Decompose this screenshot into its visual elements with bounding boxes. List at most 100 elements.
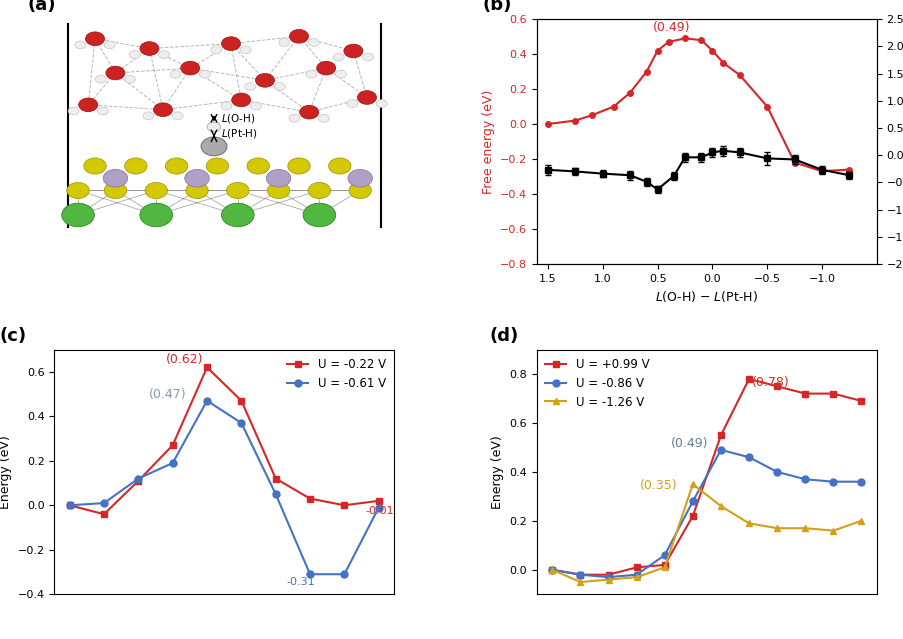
U = -1.26 V: [602, 576, 613, 583]
U = -0.22 V: [98, 511, 109, 518]
U = -0.86 V: [574, 571, 585, 578]
Circle shape: [125, 75, 135, 83]
U = +0.99 V: [546, 566, 557, 574]
Circle shape: [129, 50, 140, 59]
U = +0.99 V: [658, 561, 669, 569]
U = -0.61 V: [236, 419, 247, 427]
Circle shape: [328, 158, 350, 174]
Circle shape: [104, 182, 126, 199]
Circle shape: [289, 114, 300, 122]
Circle shape: [206, 158, 228, 174]
X-axis label: $L$(O-H) $-$ $L$(Pt-H): $L$(O-H) $-$ $L$(Pt-H): [655, 289, 758, 304]
U = -0.86 V: [602, 573, 613, 581]
Circle shape: [348, 169, 372, 187]
U = -0.86 V: [715, 446, 726, 454]
Circle shape: [335, 70, 346, 78]
Circle shape: [165, 158, 188, 174]
Circle shape: [154, 103, 172, 116]
Circle shape: [103, 169, 127, 187]
Circle shape: [221, 102, 232, 110]
Circle shape: [316, 61, 335, 75]
Circle shape: [287, 158, 310, 174]
Text: (c): (c): [0, 327, 27, 344]
Circle shape: [278, 38, 289, 47]
U = -0.61 V: [98, 499, 109, 507]
U = -0.86 V: [658, 551, 669, 559]
U = +0.99 V: [799, 390, 810, 397]
Text: (0.35): (0.35): [638, 479, 676, 492]
U = +0.99 V: [827, 390, 838, 397]
U = +0.99 V: [630, 564, 641, 571]
Circle shape: [159, 50, 170, 59]
U = -1.26 V: [799, 525, 810, 532]
U = -0.86 V: [630, 571, 641, 578]
Circle shape: [221, 37, 240, 50]
Circle shape: [266, 169, 291, 187]
U = -0.86 V: [546, 566, 557, 574]
U = +0.99 V: [715, 431, 726, 439]
U = +0.99 V: [855, 397, 866, 404]
U = -1.26 V: [686, 481, 697, 488]
U = -0.61 V: [339, 571, 349, 578]
Line: U = -1.26 V: U = -1.26 V: [548, 481, 864, 585]
U = +0.99 V: [743, 375, 754, 383]
U = -0.22 V: [236, 397, 247, 404]
U = -1.26 V: [855, 517, 866, 525]
U = -0.86 V: [799, 475, 810, 483]
Circle shape: [186, 182, 208, 199]
U = -0.61 V: [167, 459, 178, 467]
U = -0.86 V: [743, 454, 754, 461]
Line: U = -0.61 V: U = -0.61 V: [66, 397, 382, 578]
U = -0.61 V: [304, 571, 315, 578]
Circle shape: [250, 102, 261, 110]
Circle shape: [75, 41, 86, 49]
U = -0.61 V: [64, 502, 75, 509]
Circle shape: [299, 105, 319, 119]
Text: -0.01: -0.01: [365, 506, 393, 516]
Circle shape: [200, 137, 227, 156]
Line: U = +0.99 V: U = +0.99 V: [548, 376, 864, 578]
Legend: U = +0.99 V, U = -0.86 V, U = -1.26 V: U = +0.99 V, U = -0.86 V, U = -1.26 V: [542, 355, 651, 411]
U = -0.22 V: [133, 477, 144, 484]
Circle shape: [67, 182, 89, 199]
Circle shape: [140, 203, 172, 227]
U = -0.86 V: [827, 478, 838, 486]
Circle shape: [362, 53, 373, 61]
Circle shape: [240, 46, 251, 54]
Circle shape: [376, 100, 386, 107]
Circle shape: [357, 91, 376, 104]
U = -1.26 V: [546, 566, 557, 574]
Circle shape: [200, 70, 210, 78]
Circle shape: [207, 122, 220, 132]
Circle shape: [333, 53, 344, 61]
U = +0.99 V: [771, 382, 782, 390]
Line: U = -0.86 V: U = -0.86 V: [548, 447, 864, 581]
Circle shape: [181, 61, 200, 75]
Text: $L$(Pt-H): $L$(Pt-H): [220, 127, 257, 140]
Circle shape: [104, 41, 115, 49]
Text: (0.78): (0.78): [751, 376, 788, 389]
Text: (0.47): (0.47): [148, 389, 186, 401]
Circle shape: [68, 107, 79, 115]
Circle shape: [143, 112, 154, 119]
Line: U = -0.22 V: U = -0.22 V: [66, 364, 382, 518]
Text: (0.62): (0.62): [166, 353, 203, 366]
Circle shape: [221, 203, 254, 227]
Circle shape: [247, 158, 269, 174]
Y-axis label: Energy (eV): Energy (eV): [0, 435, 12, 509]
U = +0.99 V: [686, 512, 697, 520]
U = -0.22 V: [373, 497, 384, 505]
Circle shape: [245, 82, 256, 90]
U = -0.86 V: [855, 478, 866, 486]
Text: (a): (a): [27, 0, 55, 14]
Circle shape: [61, 203, 94, 227]
Circle shape: [318, 114, 329, 122]
Circle shape: [349, 182, 371, 199]
Circle shape: [144, 182, 167, 199]
Text: $L$(O-H): $L$(O-H): [220, 112, 256, 125]
Circle shape: [274, 82, 284, 90]
Circle shape: [98, 107, 108, 115]
Circle shape: [227, 182, 248, 199]
Y-axis label: Free energy (eV): Free energy (eV): [481, 89, 494, 194]
U = -0.86 V: [686, 497, 697, 505]
